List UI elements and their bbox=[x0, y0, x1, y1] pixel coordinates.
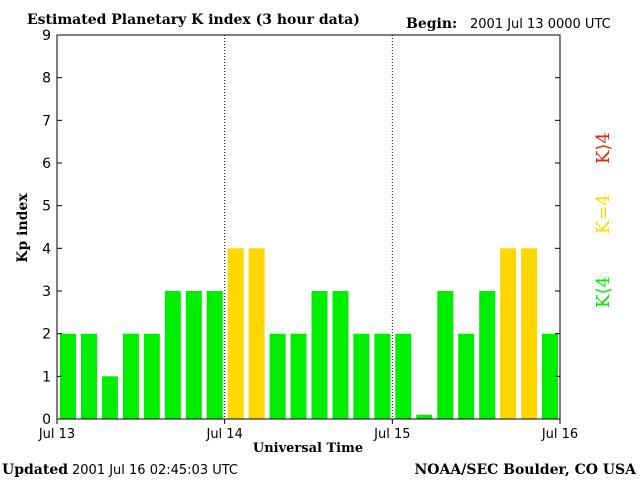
bar-8 bbox=[227, 248, 244, 419]
x-tick-label-0: Jul 13 bbox=[38, 427, 75, 442]
bar-22 bbox=[521, 248, 538, 419]
credit-text: NOAA/SEC Boulder, CO USA bbox=[415, 462, 638, 478]
bar-19 bbox=[458, 333, 475, 419]
x-axis-ticks: Jul 13 Jul 14 Jul 15 Jul 16 bbox=[38, 419, 578, 442]
bar-23 bbox=[542, 333, 558, 419]
bar-11 bbox=[290, 333, 307, 419]
legend-k-greater-4: K⟩4 bbox=[593, 132, 614, 164]
y-tick-label-3: 3 bbox=[42, 284, 51, 300]
y-axis-label: Kp index bbox=[15, 193, 31, 263]
bar-1 bbox=[81, 333, 97, 419]
bar-16 bbox=[395, 333, 412, 419]
bar-17 bbox=[416, 414, 433, 419]
updated-label: Updated bbox=[2, 462, 68, 478]
bar-2 bbox=[101, 376, 118, 419]
y-tick-label-1: 1 bbox=[42, 369, 51, 385]
bar-7 bbox=[206, 291, 223, 419]
begin-value: 2001 Jul 13 0000 UTC bbox=[470, 17, 611, 32]
bar-18 bbox=[437, 291, 454, 419]
y-tick-label-0: 0 bbox=[42, 412, 51, 428]
bar-14 bbox=[353, 333, 370, 419]
x-axis-label: Universal Time bbox=[253, 441, 363, 456]
bars-group bbox=[60, 248, 558, 419]
x-tick-label-1: Jul 14 bbox=[205, 427, 242, 442]
x-tick-label-3: Jul 16 bbox=[541, 427, 578, 442]
updated-timestamp: 2001 Jul 16 02:45:03 UTC bbox=[72, 463, 238, 478]
x-tick-label-2: Jul 15 bbox=[373, 427, 410, 442]
day-dividers bbox=[224, 35, 393, 419]
y-tick-label-5: 5 bbox=[42, 199, 51, 215]
bar-9 bbox=[248, 248, 265, 419]
bar-4 bbox=[143, 333, 160, 419]
bar-0 bbox=[60, 333, 76, 419]
chart-title: Estimated Planetary K index (3 hour data… bbox=[27, 12, 360, 28]
begin-label: Begin: bbox=[406, 16, 457, 32]
legend-k-less-4: K⟨4 bbox=[593, 276, 614, 308]
y-tick-label-7: 7 bbox=[42, 113, 51, 129]
bar-5 bbox=[164, 291, 181, 419]
y-axis-ticks: 0 1 2 3 4 5 6 7 8 9 bbox=[42, 28, 560, 428]
y-tick-label-4: 4 bbox=[42, 241, 51, 257]
bar-20 bbox=[479, 291, 496, 419]
bar-13 bbox=[332, 291, 349, 419]
bar-15 bbox=[374, 333, 391, 419]
plot-frame bbox=[56, 34, 561, 420]
bar-6 bbox=[185, 291, 202, 419]
bar-3 bbox=[122, 333, 139, 419]
y-tick-label-8: 8 bbox=[42, 71, 51, 87]
y-tick-label-9: 9 bbox=[42, 28, 51, 44]
bar-21 bbox=[500, 248, 517, 419]
y-tick-label-6: 6 bbox=[42, 156, 51, 172]
bar-12 bbox=[311, 291, 328, 419]
legend-k-equal-4: K=4 bbox=[593, 194, 614, 234]
bar-10 bbox=[269, 333, 286, 419]
y-tick-label-2: 2 bbox=[42, 327, 51, 343]
